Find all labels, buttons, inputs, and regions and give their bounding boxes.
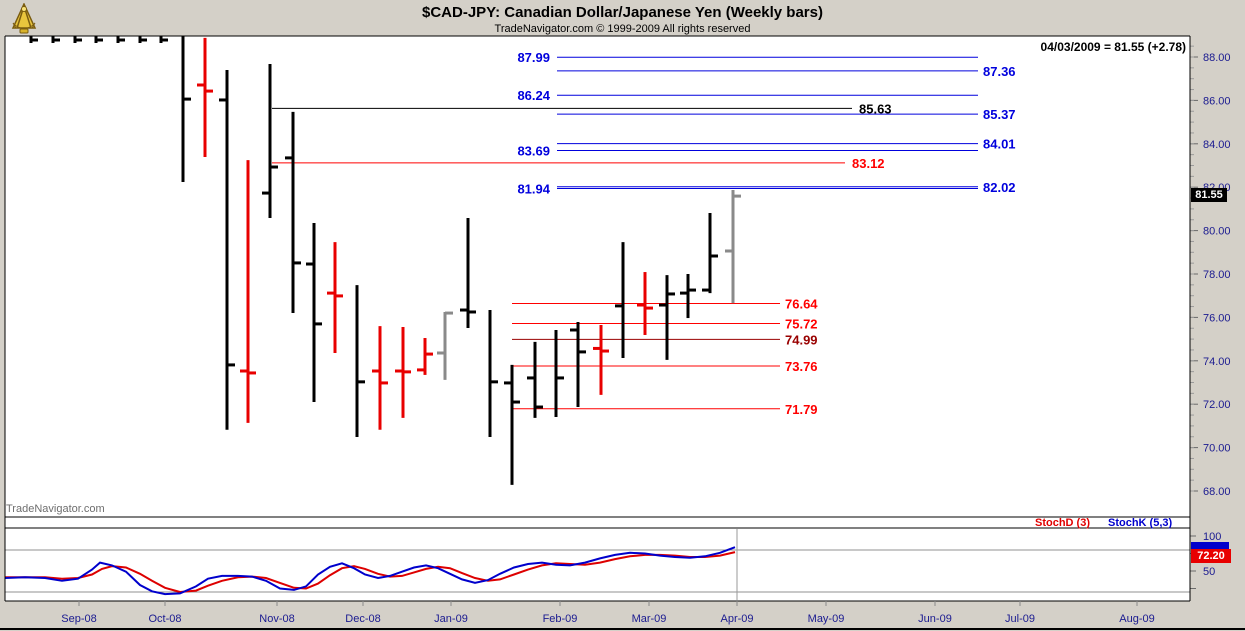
stoch-panel xyxy=(5,528,1190,601)
watermark-text: TradeNavigator.com xyxy=(6,503,105,515)
level-label: 76.64 xyxy=(785,297,818,312)
level-label: 75.72 xyxy=(785,316,818,331)
level-label: 73.76 xyxy=(785,359,818,374)
x-axis-label: Apr-09 xyxy=(720,613,753,625)
y-axis-label: 88.00 xyxy=(1203,52,1231,64)
chart-title: $CAD-JPY: Canadian Dollar/Japanese Yen (… xyxy=(422,4,823,21)
level-label: 87.36 xyxy=(983,64,1016,79)
last-quote-readout: 04/03/2009 = 81.55 (+2.78) xyxy=(1040,40,1186,54)
level-label: 85.37 xyxy=(983,107,1016,122)
chart-subtitle: TradeNavigator.com © 1999-2009 All right… xyxy=(494,23,751,35)
stochk-legend-label: StochK (5,3) xyxy=(1108,517,1173,529)
level-label: 85.63 xyxy=(859,101,892,116)
x-axis-label: Sep-08 xyxy=(61,613,96,625)
x-axis-label: Jun-09 xyxy=(918,613,952,625)
x-axis-label: Jan-09 xyxy=(434,613,468,625)
level-label: 84.01 xyxy=(983,137,1016,152)
level-label: 87.99 xyxy=(517,50,550,65)
level-label: 71.79 xyxy=(785,402,818,417)
level-label: 83.69 xyxy=(517,144,550,159)
y-axis-label: 78.00 xyxy=(1203,269,1231,281)
x-axis-label: Aug-09 xyxy=(1119,613,1154,625)
y-axis-label: 70.00 xyxy=(1203,443,1231,455)
y-axis-label: 76.00 xyxy=(1203,312,1231,324)
y-axis-label: 74.00 xyxy=(1203,356,1231,368)
x-axis-label: May-09 xyxy=(808,613,845,625)
x-axis-label: Dec-08 xyxy=(345,613,380,625)
x-axis-label: Oct-08 xyxy=(148,613,181,625)
level-label: 83.12 xyxy=(852,156,885,171)
stochd-line xyxy=(5,551,736,594)
x-axis-label: Feb-09 xyxy=(543,613,578,625)
y-axis-label: 72.00 xyxy=(1203,399,1231,411)
stoch-axis-label: 100 xyxy=(1203,531,1221,543)
stochd-legend-label: StochD (3) xyxy=(1035,517,1090,529)
y-axis-label: 86.00 xyxy=(1203,95,1231,107)
stoch-legend-row xyxy=(5,517,1190,528)
stoch-axis-label: 50 xyxy=(1203,566,1215,578)
tradenavigator-logo-icon xyxy=(11,3,37,34)
x-axis-label: Mar-09 xyxy=(632,613,667,625)
y-axis-label: 80.00 xyxy=(1203,226,1231,238)
x-axis-label: Nov-08 xyxy=(259,613,294,625)
last-price-badge: 81.55 xyxy=(1191,188,1227,202)
x-axis-label: Jul-09 xyxy=(1005,613,1035,625)
level-label: 81.94 xyxy=(517,182,550,197)
y-axis-label: 68.00 xyxy=(1203,486,1231,498)
stochk-line xyxy=(4,546,736,596)
level-label: 82.02 xyxy=(983,180,1016,195)
price-panel xyxy=(5,36,1190,517)
level-label: 86.24 xyxy=(517,88,550,103)
stochd-value-badge: 72.20 xyxy=(1191,549,1231,563)
level-label: 74.99 xyxy=(785,332,818,347)
y-axis-label: 84.00 xyxy=(1203,139,1231,151)
